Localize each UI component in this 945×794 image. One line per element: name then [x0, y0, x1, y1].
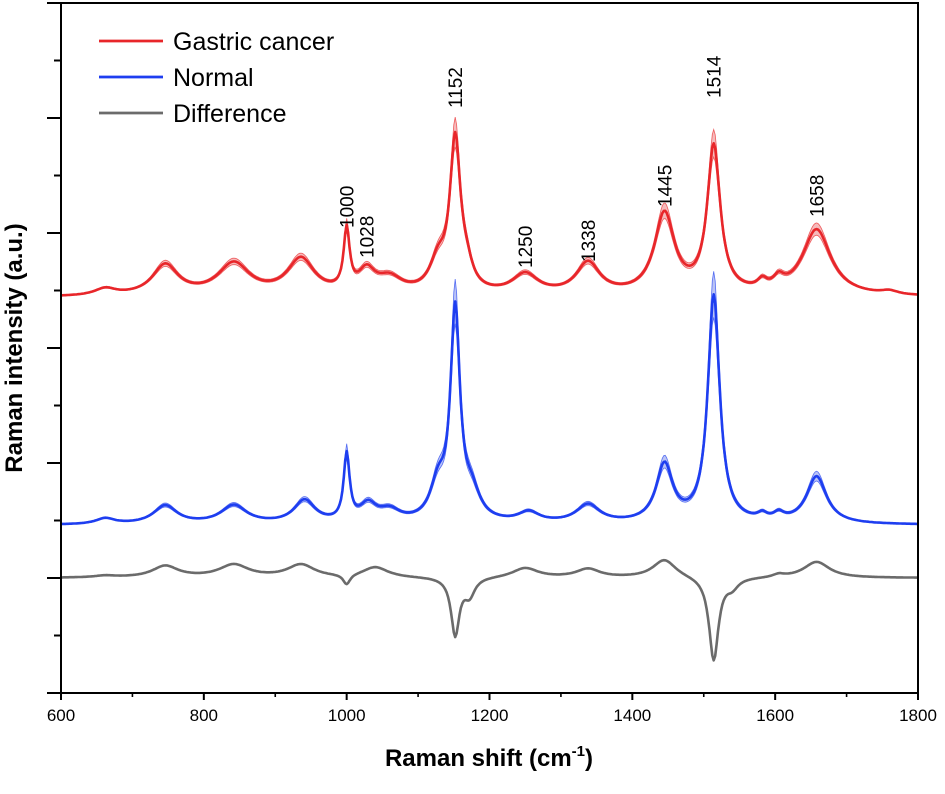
x-tick-label-1000: 1000: [328, 706, 366, 725]
peak-label-1028: 1028: [358, 216, 379, 258]
bands-layer: [60, 117, 919, 525]
x-tick-label-1200: 1200: [471, 706, 509, 725]
legend: Gastric cancer Normal Difference: [99, 28, 334, 128]
legend-label-difference: Difference: [173, 100, 287, 128]
band-gastric-cancer: [61, 117, 918, 296]
peak-label-1000: 1000: [338, 186, 359, 228]
x-axis-title-superscript: -1: [572, 743, 585, 760]
x-tick-label-600: 600: [47, 706, 75, 725]
y-ticks: [47, 2, 61, 694]
x-tick-label-1800: 1800: [899, 706, 937, 725]
x-ticks: 600 800 1000 1200 1400 1600 1800: [47, 693, 937, 725]
band-lower-normal: [61, 317, 918, 525]
y-axis-title: Raman intensity (a.u.): [1, 223, 28, 472]
series-line-difference: [61, 558, 918, 662]
peak-label-1658: 1658: [808, 175, 829, 217]
band-upper-normal: [60, 271, 918, 525]
peak-label-1445: 1445: [655, 165, 676, 207]
series-line-gastric-cancer: [60, 130, 919, 297]
band-upper-gastric-cancer: [60, 117, 919, 296]
peak-label-1514: 1514: [705, 55, 726, 98]
legend-label-gastric-cancer: Gastric cancer: [173, 28, 334, 56]
x-tick-label-1400: 1400: [613, 706, 651, 725]
x-axis-title: Raman shift (cm-1): [385, 743, 593, 772]
legend-label-normal: Normal: [173, 64, 254, 92]
series-line-normal: [60, 293, 918, 526]
band-normal: [61, 271, 918, 525]
peak-label-1338: 1338: [579, 220, 600, 262]
x-tick-label-1600: 1600: [756, 706, 794, 725]
peak-label-1250: 1250: [516, 226, 537, 268]
peak-label-1152: 1152: [446, 67, 467, 108]
series-layer: [60, 130, 919, 662]
x-tick-label-800: 800: [190, 706, 218, 725]
